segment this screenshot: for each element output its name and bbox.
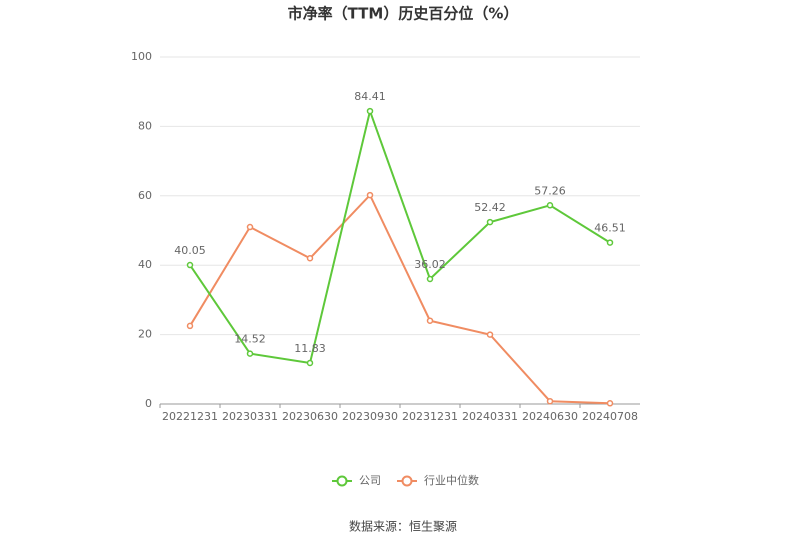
x-tick-label: 20240331 (462, 410, 518, 423)
data-label: 40.05 (174, 244, 206, 257)
y-tick-label: 80 (138, 119, 152, 132)
data-label: 11.83 (294, 342, 326, 355)
data-point (186, 261, 194, 269)
y-tick-label: 0 (145, 397, 152, 410)
x-tick-label: 20230630 (282, 410, 338, 423)
data-point (546, 397, 554, 405)
data-point (306, 255, 314, 262)
data-point (606, 400, 614, 407)
legend-marker[interactable] (336, 475, 348, 487)
y-tick-label: 20 (138, 328, 152, 341)
data-label: 52.42 (474, 201, 506, 214)
legend-label[interactable]: 行业中位数 (424, 473, 479, 487)
x-tick-label: 20230930 (342, 410, 398, 423)
x-tick-label: 20240630 (522, 410, 578, 423)
data-point (306, 359, 314, 367)
data-point (486, 331, 494, 338)
chart-title: 市净率（TTM）历史百分位（%） (288, 5, 519, 23)
data-point (246, 350, 254, 357)
data-label: 57.26 (534, 184, 566, 197)
x-tick-label: 20230331 (222, 410, 278, 423)
data-label: 84.41 (354, 90, 386, 103)
x-tick-label: 20240708 (582, 410, 638, 423)
data-point (426, 275, 434, 283)
series-line (189, 193, 611, 405)
data-label: 36.02 (414, 258, 446, 271)
y-tick-label: 100 (131, 50, 152, 63)
data-point (246, 223, 254, 231)
data-point (546, 202, 554, 209)
data-point (186, 322, 194, 330)
data-label: 46.51 (594, 222, 626, 235)
data-point (486, 218, 494, 226)
legend-label[interactable]: 公司 (359, 474, 381, 487)
source-note: 数据来源：恒生聚源 (349, 519, 457, 534)
series-line (189, 107, 611, 365)
x-tick-label: 20221231 (162, 410, 218, 423)
data-point (606, 239, 614, 246)
data-point (366, 107, 374, 115)
data-label: 14.52 (234, 333, 266, 346)
legend-marker[interactable] (401, 475, 413, 487)
data-point (426, 317, 434, 324)
data-point (366, 191, 374, 199)
y-tick-label: 60 (138, 189, 152, 202)
x-tick-label: 20231231 (402, 410, 458, 423)
y-tick-label: 40 (138, 258, 152, 271)
